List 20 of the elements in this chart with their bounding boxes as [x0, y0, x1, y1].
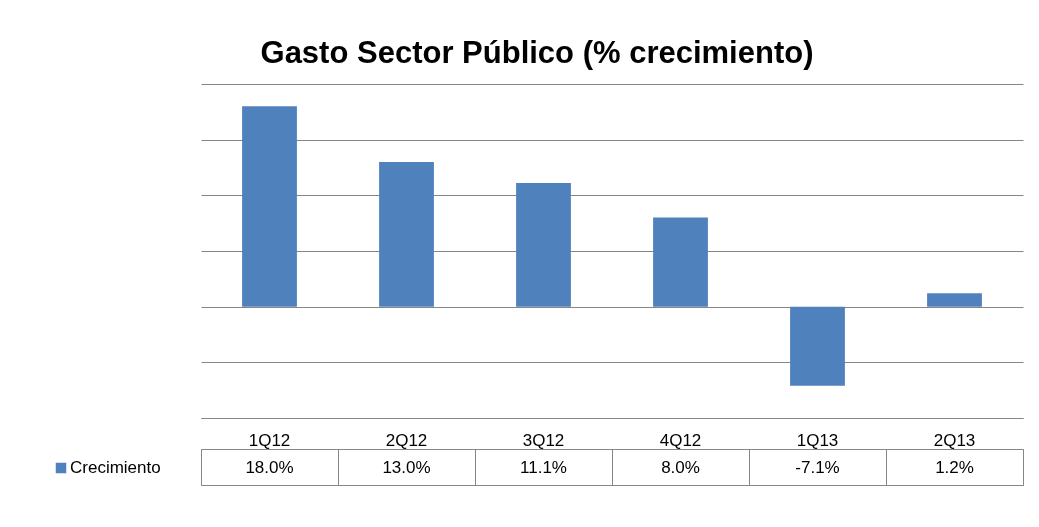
data-label: -7.1% [795, 458, 840, 477]
data-label: 1.2% [935, 458, 974, 477]
bar [927, 293, 982, 307]
x-tick-label: 4Q12 [659, 430, 702, 450]
x-tick-label: 2Q12 [385, 430, 428, 450]
x-tick-label: 1Q13 [796, 430, 839, 450]
data-label: 8.0% [661, 458, 700, 477]
bar [379, 161, 434, 307]
x-tick-label: 2Q13 [933, 430, 976, 450]
data-label: 11.1% [520, 458, 567, 477]
data-label: 13.0% [382, 458, 431, 477]
bar [516, 183, 571, 307]
bar [653, 217, 708, 307]
x-tick-label: 1Q12 [248, 430, 291, 450]
x-tick-label: 3Q12 [522, 430, 565, 450]
legend-label: Crecimiento [70, 458, 161, 477]
bar [790, 306, 845, 386]
chart-title: Gasto Sector Público (% crecimiento) [260, 35, 814, 70]
bar [242, 106, 297, 307]
data-label: 18.0% [245, 458, 294, 477]
